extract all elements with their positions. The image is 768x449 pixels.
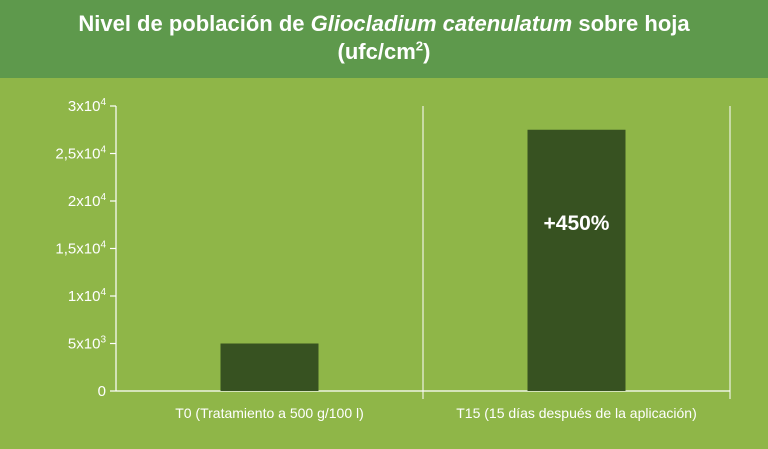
- bar: [527, 129, 626, 391]
- bar: [220, 343, 319, 391]
- chart-title: Nivel de población de Gliocladium catenu…: [0, 10, 768, 38]
- x-tick-label: T15 (15 días después de la aplicación): [456, 405, 696, 421]
- chart-units: (ufc/cm2): [0, 38, 768, 66]
- bar-annotation: +450%: [544, 212, 610, 235]
- y-tick-label: 1x104: [68, 287, 107, 305]
- y-tick-label: 2,5x104: [55, 145, 106, 163]
- y-tick-label: 0: [98, 383, 106, 400]
- units-exponent: 2: [415, 38, 424, 54]
- y-tick-label: 3x104: [68, 97, 107, 115]
- y-tick-label: 1,5x104: [55, 240, 106, 258]
- units-base: (ufc/cm: [337, 39, 416, 64]
- x-tick-label: T0 (Tratamiento a 500 g/100 l): [175, 405, 364, 421]
- y-tick-label: 2x104: [68, 192, 107, 210]
- units-close: ): [423, 39, 431, 64]
- title-prefix: Nivel de población de: [78, 11, 305, 36]
- title-suffix: sobre hoja: [578, 11, 690, 36]
- title-species: Gliocladium catenulatum: [310, 11, 573, 36]
- y-tick-label: 5x103: [68, 335, 107, 353]
- chart-header: Nivel de población de Gliocladium catenu…: [0, 0, 768, 78]
